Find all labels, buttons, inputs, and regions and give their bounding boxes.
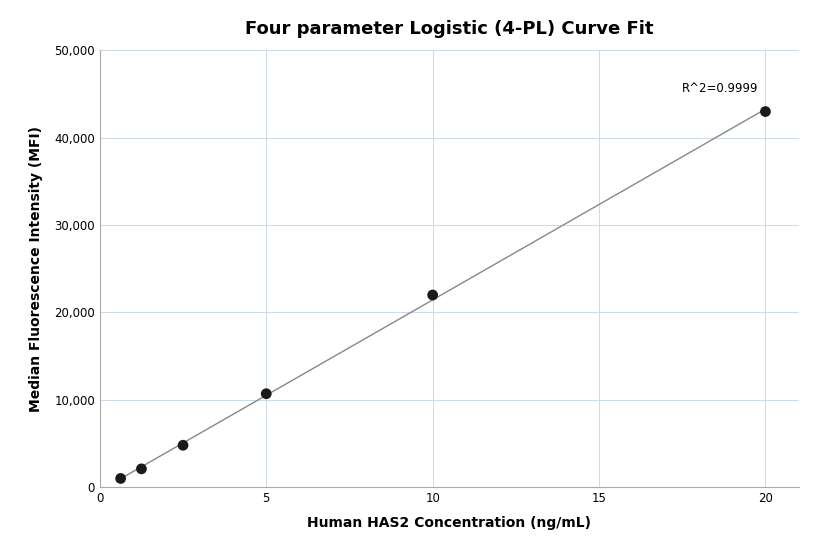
Point: [114, 474, 127, 483]
Y-axis label: Median Fluorescence Intensity (MFI): Median Fluorescence Intensity (MFI): [29, 126, 43, 412]
Title: Four parameter Logistic (4-PL) Curve Fit: Four parameter Logistic (4-PL) Curve Fit: [245, 20, 653, 38]
X-axis label: Human HAS2 Concentration (ng/mL): Human HAS2 Concentration (ng/mL): [307, 516, 592, 530]
Point: [426, 291, 439, 300]
Point: [176, 441, 190, 450]
Point: [260, 389, 273, 398]
Text: R^2=0.9999: R^2=0.9999: [682, 82, 759, 95]
Point: [759, 107, 772, 116]
Point: [135, 464, 148, 473]
